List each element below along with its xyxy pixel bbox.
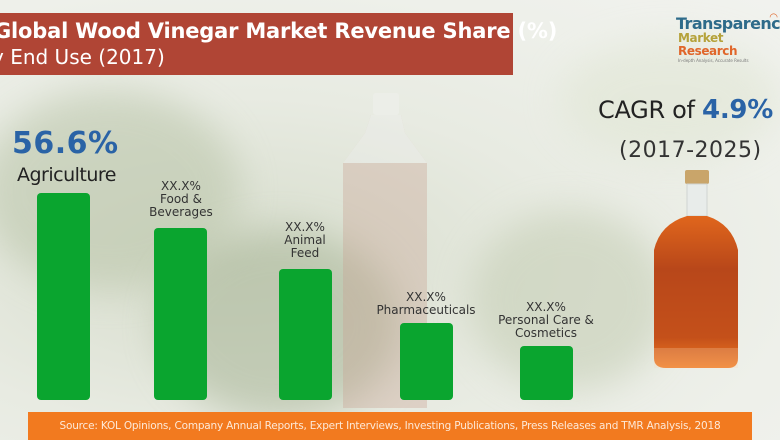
bar-label-personal-care: XX.X% Personal Care & Cosmetics (498, 300, 594, 340)
chart-subtitle: y End Use (2017) (0, 45, 165, 69)
wood-vinegar-bottle-image (654, 170, 738, 368)
title-banner: Global Wood Vinegar Market Revenue Share… (0, 13, 558, 75)
logo-line1: Transparency (676, 14, 780, 33)
cagr-text: CAGR of 4.9% (598, 95, 773, 125)
bar-label-animal-feed: XX.X% Animal Feed (284, 220, 326, 260)
bar-personal-care (520, 346, 573, 400)
logo-tagline: In-depth Analysis, Accurate Results (678, 58, 749, 63)
bar-label-pharmaceuticals: XX.X% Pharmaceuticals (376, 290, 476, 317)
agriculture-label: Agriculture (17, 164, 117, 186)
bar-agriculture (37, 193, 90, 400)
cagr-period: (2017-2025) (619, 138, 762, 163)
cagr-value: 4.9% (702, 95, 773, 125)
chart-title: Global Wood Vinegar Market Revenue Share… (0, 19, 558, 43)
bar-animal-feed (279, 269, 332, 400)
bar-food-beverages (154, 228, 207, 400)
background-foliage (560, 40, 780, 160)
source-footer: Source: KOL Opinions, Company Annual Rep… (28, 412, 752, 440)
agriculture-value: 56.6% (12, 126, 119, 161)
logo-line2: Market Research (678, 31, 738, 58)
bar-pharmaceuticals (400, 323, 453, 400)
bar-label-food-beverages: XX.X% Food & Beverages (149, 179, 213, 219)
logo-swoosh-icon: ◠ (769, 12, 778, 23)
tmr-logo: ◠ Transparency Market Research In-depth … (676, 12, 780, 63)
